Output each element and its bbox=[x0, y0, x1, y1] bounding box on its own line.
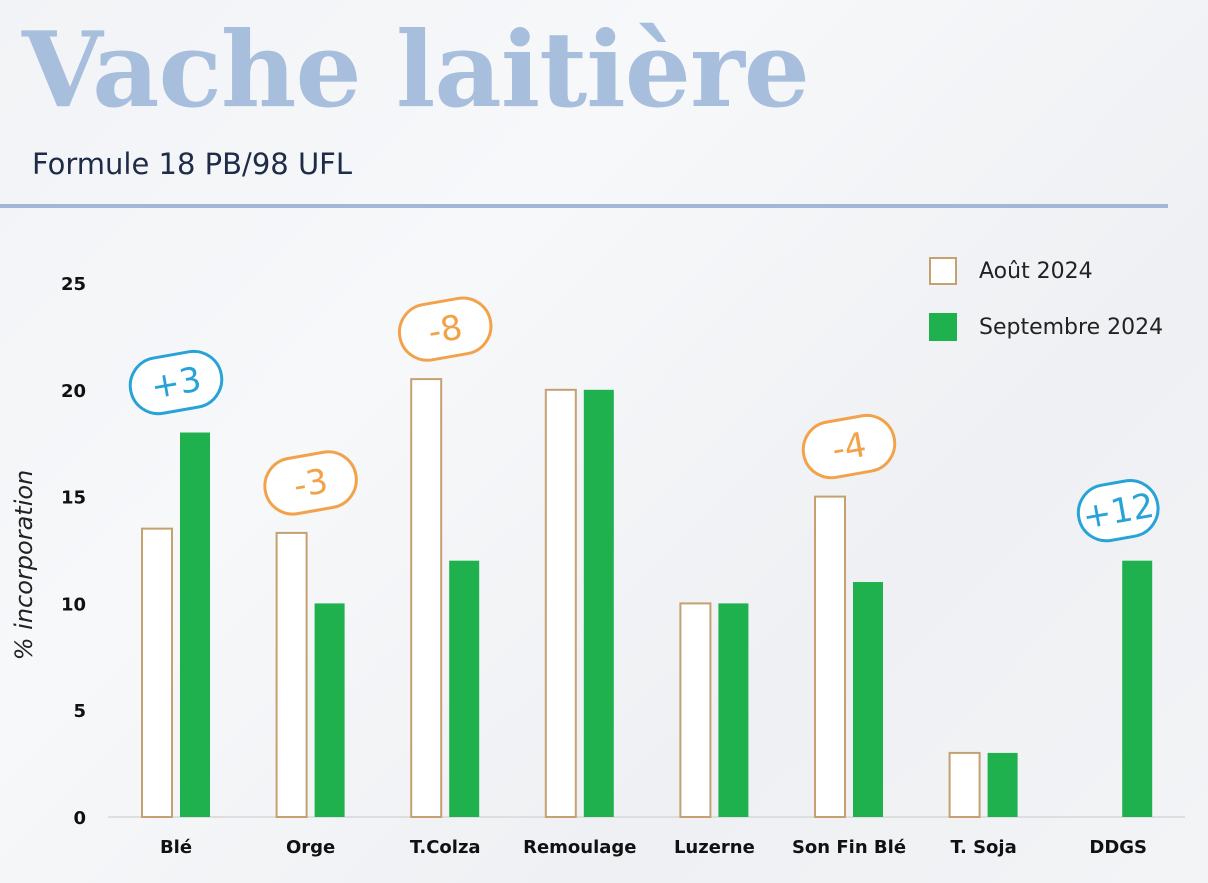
change-badge-label: -4 bbox=[829, 425, 869, 470]
header-divider bbox=[0, 204, 1168, 208]
bar-aout-4 bbox=[679, 602, 712, 819]
change-badge: -8 bbox=[397, 296, 493, 362]
y-tick-label: 10 bbox=[61, 594, 86, 615]
x-tick-label: T. Soja bbox=[950, 837, 1016, 858]
change-badge: +12 bbox=[1076, 479, 1160, 543]
change-badge-outline bbox=[263, 450, 358, 516]
bar-aout-1 bbox=[275, 531, 308, 818]
change-badge-outline bbox=[801, 413, 897, 480]
legend-item-aout: Août 2024 bbox=[929, 254, 1163, 288]
change-badge-outline bbox=[397, 296, 493, 362]
legend-label-septembre: Septembre 2024 bbox=[979, 314, 1164, 340]
bar-aout-5 bbox=[814, 495, 846, 818]
legend-label-aout: Août 2024 bbox=[979, 258, 1093, 284]
bar-aout-0 bbox=[141, 527, 173, 818]
bar-septembre-3 bbox=[583, 389, 614, 817]
bar-septembre-1 bbox=[314, 603, 345, 817]
change-badge: -4 bbox=[801, 413, 897, 480]
bar-septembre-2 bbox=[449, 560, 480, 817]
change-badge-label: -8 bbox=[425, 307, 465, 352]
page-title: Vache laitière bbox=[22, 8, 810, 131]
page-subtitle: Formule 18 PB/98 UFL bbox=[32, 147, 353, 181]
bar-septembre-0 bbox=[180, 432, 210, 817]
y-tick-label: 0 bbox=[73, 808, 86, 829]
legend-swatch-septembre bbox=[929, 313, 957, 341]
change-badge: -3 bbox=[263, 450, 358, 516]
bar-septembre-6 bbox=[987, 752, 1018, 817]
chart-legend: Août 2024 Septembre 2024 bbox=[929, 254, 1163, 366]
bar-septembre-5 bbox=[853, 582, 883, 817]
change-badge-outline bbox=[128, 349, 224, 416]
y-tick-label: 25 bbox=[61, 274, 86, 295]
bar-aout-3 bbox=[544, 388, 577, 818]
legend-swatch-aout bbox=[929, 257, 957, 285]
y-tick-label: 15 bbox=[61, 488, 86, 509]
bar-aout-6 bbox=[948, 751, 981, 818]
y-tick-label: 20 bbox=[61, 381, 86, 402]
y-axis-label: % incorporation bbox=[10, 470, 38, 661]
change-badge-label: +3 bbox=[148, 359, 204, 407]
x-tick-label: DDGS bbox=[1089, 837, 1147, 858]
bar-aout-2 bbox=[410, 378, 443, 818]
change-badge-outline bbox=[1076, 479, 1160, 543]
bar-septembre-4 bbox=[718, 603, 749, 817]
x-tick-label: Orge bbox=[286, 837, 335, 858]
x-tick-label: Son Fin Blé bbox=[792, 837, 906, 858]
x-tick-label: Remoulage bbox=[523, 837, 636, 858]
change-badge: +3 bbox=[128, 349, 224, 416]
bar-septembre-7 bbox=[1122, 560, 1153, 817]
y-tick-label: 5 bbox=[73, 701, 86, 722]
legend-item-septembre: Septembre 2024 bbox=[929, 310, 1163, 344]
x-tick-label: Blé bbox=[160, 837, 192, 858]
change-badge-label: -3 bbox=[291, 461, 331, 506]
x-tick-label: Luzerne bbox=[674, 837, 755, 858]
x-tick-label: T.Colza bbox=[410, 837, 481, 858]
